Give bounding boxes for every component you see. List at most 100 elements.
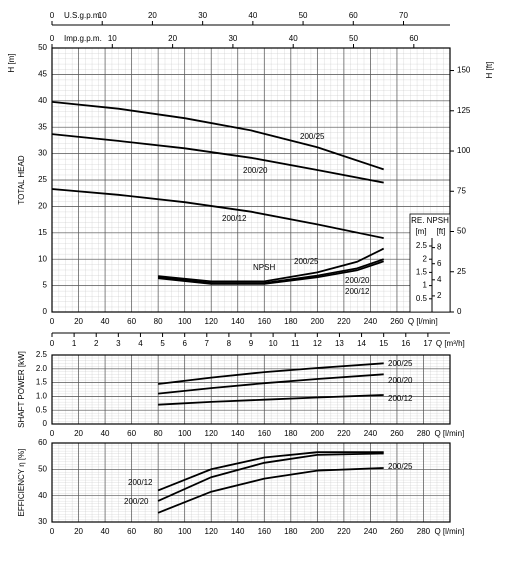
x-tick-label: 240	[364, 527, 378, 536]
npsh-label: NPSH	[253, 263, 275, 272]
npsh-tick-label: 2.5	[416, 241, 428, 250]
curve-label: 200/12	[388, 394, 413, 403]
secondary-tick-label: 0	[50, 11, 55, 20]
npsh-ft-tick-label: 8	[437, 243, 442, 252]
x-tick-label: 60	[127, 527, 136, 536]
curve-label: 200/25	[300, 132, 325, 141]
x-tick-label: 260	[390, 527, 404, 536]
secondary-axis-label: Q [m³/h]	[436, 339, 465, 348]
ft-tick-label: 75	[457, 186, 466, 195]
npsh-title: RE. NPSH	[411, 216, 449, 225]
x-axis-label: Q [l/min]	[434, 527, 464, 536]
secondary-tick-label: 17	[423, 339, 432, 348]
secondary-tick-label: 6	[182, 339, 187, 348]
x-tick-label: 60	[127, 429, 136, 438]
curve-label: 200/12	[128, 478, 153, 487]
y-tick-label: 0	[43, 307, 48, 316]
curve-label: 200/12	[222, 214, 247, 223]
curve	[51, 188, 384, 239]
secondary-tick-label: 0	[50, 339, 55, 348]
x-tick-label: 120	[205, 429, 219, 438]
x-tick-label: 200	[311, 317, 325, 326]
x-tick-label: 160	[258, 429, 272, 438]
x-tick-label: 180	[284, 317, 298, 326]
x-tick-label: 240	[364, 429, 378, 438]
y-tick-label: 1.0	[36, 392, 48, 401]
x-tick-label: 180	[284, 527, 298, 536]
x-tick-label: 80	[154, 527, 163, 536]
secondary-tick-label: 14	[357, 339, 366, 348]
y-tick-label: 50	[38, 464, 47, 473]
curve	[51, 101, 384, 171]
npsh-curve-label: 200/25	[294, 257, 319, 266]
ft-tick-label: 25	[457, 267, 466, 276]
y-axis-label: TOTAL HEAD	[17, 155, 26, 204]
y-axis-unit: H [m]	[7, 53, 16, 72]
x-tick-label: 120	[205, 317, 219, 326]
secondary-tick-label: 60	[349, 11, 358, 20]
y-tick-label: 45	[38, 70, 47, 79]
ft-axis-label: H [ft]	[485, 62, 494, 79]
plot-frame	[51, 442, 451, 523]
npsh-curve	[158, 247, 385, 283]
x-tick-label: 160	[258, 317, 272, 326]
secondary-tick-label: 50	[349, 34, 358, 43]
x-tick-label: 160	[258, 527, 272, 536]
curve	[157, 451, 384, 492]
x-tick-label: 20	[74, 317, 83, 326]
secondary-tick-label: 5	[160, 339, 165, 348]
npsh-curve-label: 200/12	[345, 287, 370, 296]
x-tick-label: 220	[337, 317, 351, 326]
x-tick-label: 140	[231, 527, 245, 536]
secondary-tick-label: 10	[98, 11, 107, 20]
y-tick-label: 1.5	[36, 378, 48, 387]
npsh-unit-m: [m]	[415, 227, 426, 236]
ft-tick-label: 100	[457, 146, 471, 155]
secondary-tick-label: 4	[138, 339, 143, 348]
x-tick-label: 220	[337, 527, 351, 536]
curve	[157, 452, 384, 502]
plot-frame	[51, 354, 451, 425]
secondary-tick-label: 20	[168, 34, 177, 43]
curve	[51, 133, 384, 184]
x-tick-label: 80	[154, 317, 163, 326]
npsh-ft-tick-label: 4	[437, 275, 442, 284]
y-tick-label: 2.5	[36, 350, 48, 359]
secondary-tick-label: 50	[299, 11, 308, 20]
y-tick-label: 10	[38, 254, 47, 263]
secondary-tick-label: 3	[116, 339, 121, 348]
ft-tick-label: 125	[457, 106, 471, 115]
curve-label: 200/25	[388, 359, 413, 368]
secondary-tick-label: 12	[313, 339, 322, 348]
secondary-tick-label: 10	[269, 339, 278, 348]
curve	[157, 467, 384, 514]
secondary-tick-label: 7	[205, 339, 210, 348]
ft-tick-label: 50	[457, 227, 466, 236]
secondary-axis-label: Imp.g.p.m.	[64, 34, 102, 43]
secondary-tick-label: 15	[379, 339, 388, 348]
x-tick-label: 0	[50, 429, 55, 438]
y-tick-label: 40	[38, 491, 47, 500]
x-tick-label: 100	[178, 429, 192, 438]
x-tick-label: 0	[50, 527, 55, 536]
ft-tick-label: 0	[457, 307, 462, 316]
y-tick-label: 40	[38, 96, 47, 105]
x-axis-label: Q [l/min]	[408, 317, 438, 326]
x-tick-label: 200	[311, 429, 325, 438]
y-tick-label: 30	[38, 149, 47, 158]
secondary-tick-label: 30	[228, 34, 237, 43]
y-tick-label: 20	[38, 202, 47, 211]
x-tick-label: 240	[364, 317, 378, 326]
x-tick-label: 80	[154, 429, 163, 438]
secondary-tick-label: 11	[291, 339, 300, 348]
y-tick-label: 30	[38, 517, 47, 526]
x-tick-label: 40	[101, 429, 110, 438]
x-tick-label: 260	[390, 429, 404, 438]
secondary-tick-label: 9	[249, 339, 254, 348]
y-tick-label: 50	[38, 43, 47, 52]
curve	[157, 362, 384, 385]
x-tick-label: 220	[337, 429, 351, 438]
npsh-curve-label: 200/20	[345, 276, 370, 285]
y-tick-label: 0.5	[36, 405, 48, 414]
